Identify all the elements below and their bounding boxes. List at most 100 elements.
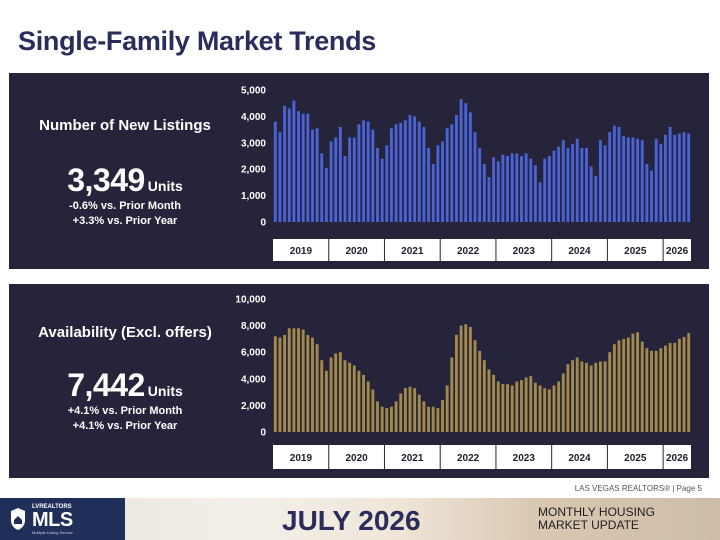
new-listings-bar [622, 136, 626, 222]
logo-top-text: LVREALTORS [32, 504, 72, 510]
new-listings-bar [297, 111, 300, 222]
new-listings-bar [552, 150, 556, 222]
new-listings-bar [650, 170, 653, 222]
new-listings-bar [585, 148, 588, 222]
new-listings-year-label: 2022 [457, 246, 480, 257]
availability-bar [403, 388, 407, 432]
new-listings-chart: 0 1,000 2,000 3,000 4,000 5,000 2019 2020 2021 20… [241, 86, 691, 261]
new-listings-bar [464, 103, 468, 222]
logo-mls-text: MLS [32, 509, 73, 531]
availability-bar [538, 385, 542, 432]
new-listings-y-tick-label: 3,000 [241, 138, 266, 149]
availability-bar [557, 381, 561, 432]
new-listings-bar [338, 126, 342, 222]
new-listings-bar [580, 148, 584, 222]
new-listings-bar [645, 163, 649, 222]
availability-bar [673, 342, 677, 432]
availability-bar [547, 389, 551, 432]
new-listings-bar [441, 141, 444, 222]
new-listings-bar [334, 137, 338, 222]
availability-bar [292, 328, 296, 432]
new-listings-bar [608, 132, 612, 222]
house-shield-icon [11, 508, 25, 530]
availability-bar [422, 401, 426, 432]
availability-y-tick-label: 2,000 [241, 401, 266, 412]
availability-value-row: 7,442 Units [9, 367, 241, 404]
new-listings-bar [478, 148, 482, 222]
new-listings-bar [292, 100, 296, 222]
availability-bar [320, 360, 324, 432]
availability-bar [636, 332, 640, 432]
availability-bar [441, 400, 444, 432]
new-listings-bar [589, 166, 593, 222]
availability-bar [468, 326, 472, 432]
new-listings-mom: -0.6% vs. Prior Month [69, 200, 181, 212]
new-listings-bar [459, 99, 463, 222]
new-listings-bar [422, 126, 426, 222]
new-listings-stat: Number of New Listings 3,349 Units -0.6% … [9, 117, 241, 229]
new-listings-bar [450, 124, 454, 222]
availability-bar [506, 384, 509, 432]
availability-bar [687, 333, 691, 432]
availability-bar [589, 365, 593, 432]
new-listings-bar [482, 163, 486, 222]
availability-bar [543, 388, 547, 432]
new-listings-yoy: +3.3% vs. Prior Year [72, 215, 178, 227]
new-listings-bar [315, 128, 319, 222]
availability-bar [389, 406, 393, 432]
new-listings-bar [324, 167, 328, 222]
availability-bar [431, 406, 435, 432]
new-listings-bar [496, 161, 500, 222]
availability-bar [278, 337, 282, 432]
availability-yoy: +4.1% vs. Prior Year [72, 420, 178, 432]
availability-bar [380, 406, 384, 432]
new-listings-bar [455, 115, 458, 222]
new-listings-bar [273, 121, 277, 222]
new-listings-bar [278, 132, 282, 222]
new-listings-bar [283, 105, 287, 222]
availability-bar [371, 389, 375, 432]
availability-chart: 0 2,000 4,000 6,000 8,000 10,000 2019 2020 2021 2… [235, 295, 691, 469]
availability-bar [571, 360, 575, 432]
new-listings-bar [636, 138, 640, 222]
availability-y-tick-label: 0 [260, 428, 266, 439]
new-listings-bar [561, 140, 565, 222]
new-listings-bar [445, 128, 449, 222]
availability-bar [459, 325, 463, 432]
availability-bar [283, 334, 287, 432]
availability-year-label: 2024 [568, 453, 591, 464]
availability-bar [677, 338, 681, 432]
monthly-update-label: MONTHLY HOUSING MARKET UPDATE [538, 506, 655, 532]
availability-bar [273, 336, 277, 432]
new-listings-bar [320, 153, 324, 222]
new-listings-bar [301, 113, 305, 222]
availability-bar [566, 364, 570, 432]
new-listings-bar [501, 154, 505, 222]
availability-bar [575, 357, 579, 432]
new-listings-bar [348, 137, 352, 222]
availability-heading: Availability (Excl. offers) [38, 324, 212, 341]
availability-bar [682, 336, 686, 432]
availability-bar [515, 381, 519, 432]
availability-bar [598, 361, 602, 432]
availability-bar [362, 374, 366, 432]
availability-bar [612, 344, 616, 432]
availability-bar [455, 334, 458, 432]
availability-y-tick-label: 10,000 [235, 295, 266, 306]
availability-bar [306, 334, 310, 432]
availability-bar [640, 341, 644, 432]
availability-year-label: 2023 [513, 453, 536, 464]
availability-bar [348, 362, 352, 432]
new-listings-bar [413, 116, 417, 222]
new-listings-bar [677, 133, 681, 222]
availability-year-label: 2022 [457, 453, 480, 464]
availability-year-label: 2019 [290, 453, 313, 464]
new-listings-bar [287, 108, 291, 222]
new-listings-bar [543, 158, 547, 222]
new-listings-bar [343, 156, 347, 222]
availability-mom: +4.1% vs. Prior Month [67, 405, 183, 417]
availability-bar [622, 338, 626, 432]
new-listings-bar [408, 115, 412, 222]
availability-bar [631, 333, 635, 432]
availability-y-tick-label: 6,000 [241, 348, 266, 359]
